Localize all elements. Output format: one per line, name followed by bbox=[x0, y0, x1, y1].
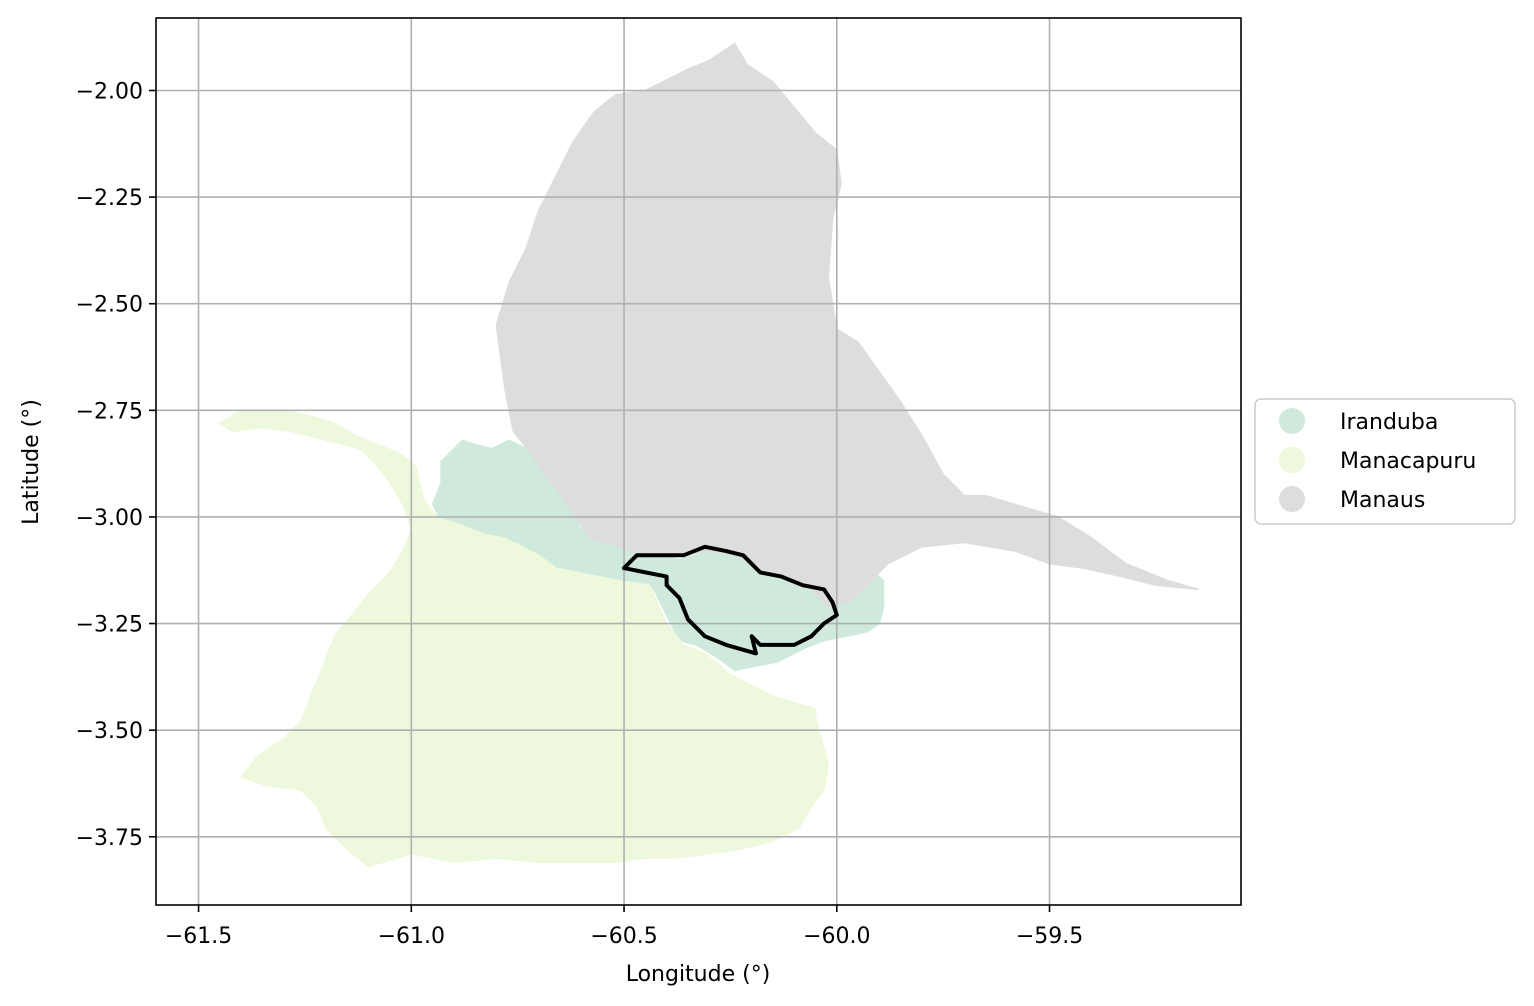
legend-label-manacapuru: Manacapuru bbox=[1340, 449, 1476, 474]
y-tick-label-4: −3.00 bbox=[76, 506, 143, 531]
y-tick-label-2: −2.50 bbox=[76, 293, 143, 318]
legend-label-manaus: Manaus bbox=[1340, 488, 1425, 513]
x-tick-label-4: −59.5 bbox=[1016, 924, 1083, 949]
legend-marker-manaus bbox=[1279, 486, 1305, 512]
y-tick-label-7: −3.75 bbox=[76, 826, 143, 851]
y-tick-label-6: −3.50 bbox=[76, 719, 143, 744]
x-tick-label-0: −61.5 bbox=[165, 924, 232, 949]
y-tick-label-1: −2.25 bbox=[76, 186, 143, 211]
x-tick-label-1: −61.0 bbox=[378, 924, 445, 949]
x-tick-label-2: −60.5 bbox=[590, 924, 657, 949]
y-axis-title: Latitude (°) bbox=[19, 399, 44, 525]
y-tick-label-5: −3.25 bbox=[76, 613, 143, 638]
x-axis-title: Longitude (°) bbox=[626, 962, 771, 987]
legend-marker-iranduba bbox=[1279, 408, 1305, 434]
x-tick-label-3: −60.0 bbox=[803, 924, 870, 949]
y-tick-label-0: −2.00 bbox=[76, 79, 143, 104]
legend: Iranduba Manacapuru Manaus bbox=[1255, 399, 1515, 524]
y-tick-label-3: −2.75 bbox=[76, 399, 143, 424]
legend-marker-manacapuru bbox=[1279, 447, 1305, 473]
legend-label-iranduba: Iranduba bbox=[1340, 410, 1438, 435]
